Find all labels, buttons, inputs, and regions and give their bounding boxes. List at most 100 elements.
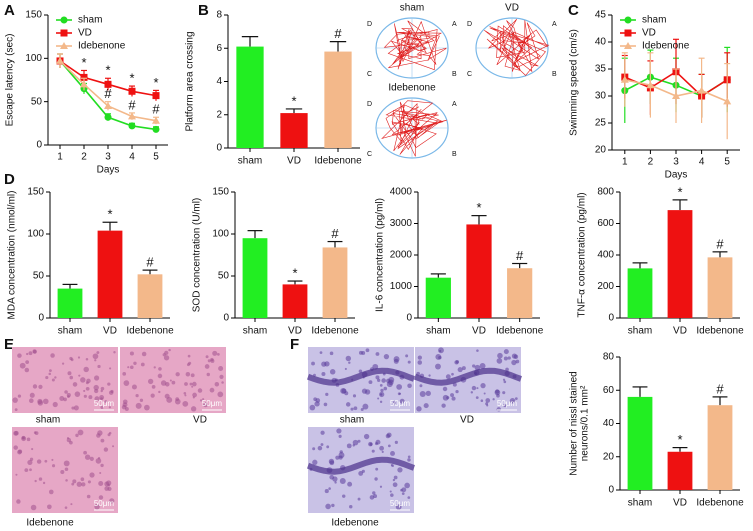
cell [212,350,218,356]
cell [83,394,87,398]
cell [38,384,43,389]
cell [435,363,441,370]
cell [171,380,176,385]
cell [390,451,395,456]
cell [379,384,383,387]
cell [61,362,65,365]
cell [389,490,392,493]
marker [128,87,136,95]
cell [85,386,90,391]
cell [375,375,380,380]
panel-letter: F [290,336,299,353]
cell [348,361,351,364]
cell [94,503,100,510]
y-tick-label: 8 [216,10,222,21]
cell [390,463,393,467]
cell [192,381,197,387]
cell [77,356,81,359]
y-axis-label: Platform area crossing [185,31,196,131]
quadrant-label: A [552,21,557,28]
cell [141,351,147,357]
cell [496,358,503,364]
x-tick-label: VD [472,326,486,337]
cell [131,384,137,390]
scale-label: 50μm [94,499,115,508]
cell [352,394,357,398]
cell [147,378,154,385]
cell [344,367,347,371]
cell [15,473,18,476]
cell [17,353,22,358]
marker [128,112,136,120]
cell [32,349,37,354]
cell [51,378,55,382]
cell [96,351,100,355]
cell [186,363,190,367]
cell [50,353,55,358]
cell [206,372,210,377]
cell [38,477,43,481]
cell [379,391,385,398]
cell [26,437,31,442]
y-tick-label: 4000 [390,187,413,198]
cell [392,482,398,488]
annotation: # [334,26,342,41]
legend-label: VD [642,28,656,39]
x-tick-label: 5 [153,152,159,163]
cell [497,352,503,359]
cell [369,495,375,500]
swim-track [484,18,550,76]
cell [350,407,354,411]
marker [152,116,160,124]
x-tick-label: sham [628,326,652,337]
cell [32,384,38,389]
x-tick-label: 5 [724,157,730,168]
cell [217,391,224,398]
cell [381,378,386,383]
cell [52,464,56,468]
y-tick-label: 35 [595,64,607,75]
cell [151,385,156,389]
swim-track [381,100,447,157]
x-tick-label: Idebenone [696,326,744,337]
cell [331,503,335,508]
cell [42,398,49,405]
x-tick-label: Idebenone [311,326,359,337]
x-axis-label: Days [665,170,688,181]
cell [37,400,44,406]
cell-layer [306,456,416,475]
cell [451,372,454,376]
cell [81,482,86,487]
cell [72,382,78,387]
cell [209,387,215,393]
annotation: # [516,248,524,263]
cell [375,439,381,445]
cell [386,381,393,388]
cell [360,407,364,411]
x-tick-label: VD [287,156,301,167]
cell [83,366,89,373]
annotation: * [677,432,682,447]
cell [133,361,137,366]
cell [312,459,318,465]
cell [47,504,52,510]
cell [185,372,191,377]
cell [455,360,460,364]
cell [398,392,401,395]
marker [646,81,655,89]
marker [104,113,112,121]
cell [75,433,79,438]
cell [364,389,371,395]
cell [96,433,101,438]
cell [319,351,323,355]
cell [174,398,181,405]
marker [672,92,680,99]
cell [197,388,203,393]
cell [404,482,410,489]
y-tick-label: 50 [31,96,43,107]
x-tick-label: 3 [105,152,111,163]
cell [321,372,326,377]
cell [325,392,329,396]
marker [697,86,706,94]
y-tick-label: 20 [595,145,607,156]
